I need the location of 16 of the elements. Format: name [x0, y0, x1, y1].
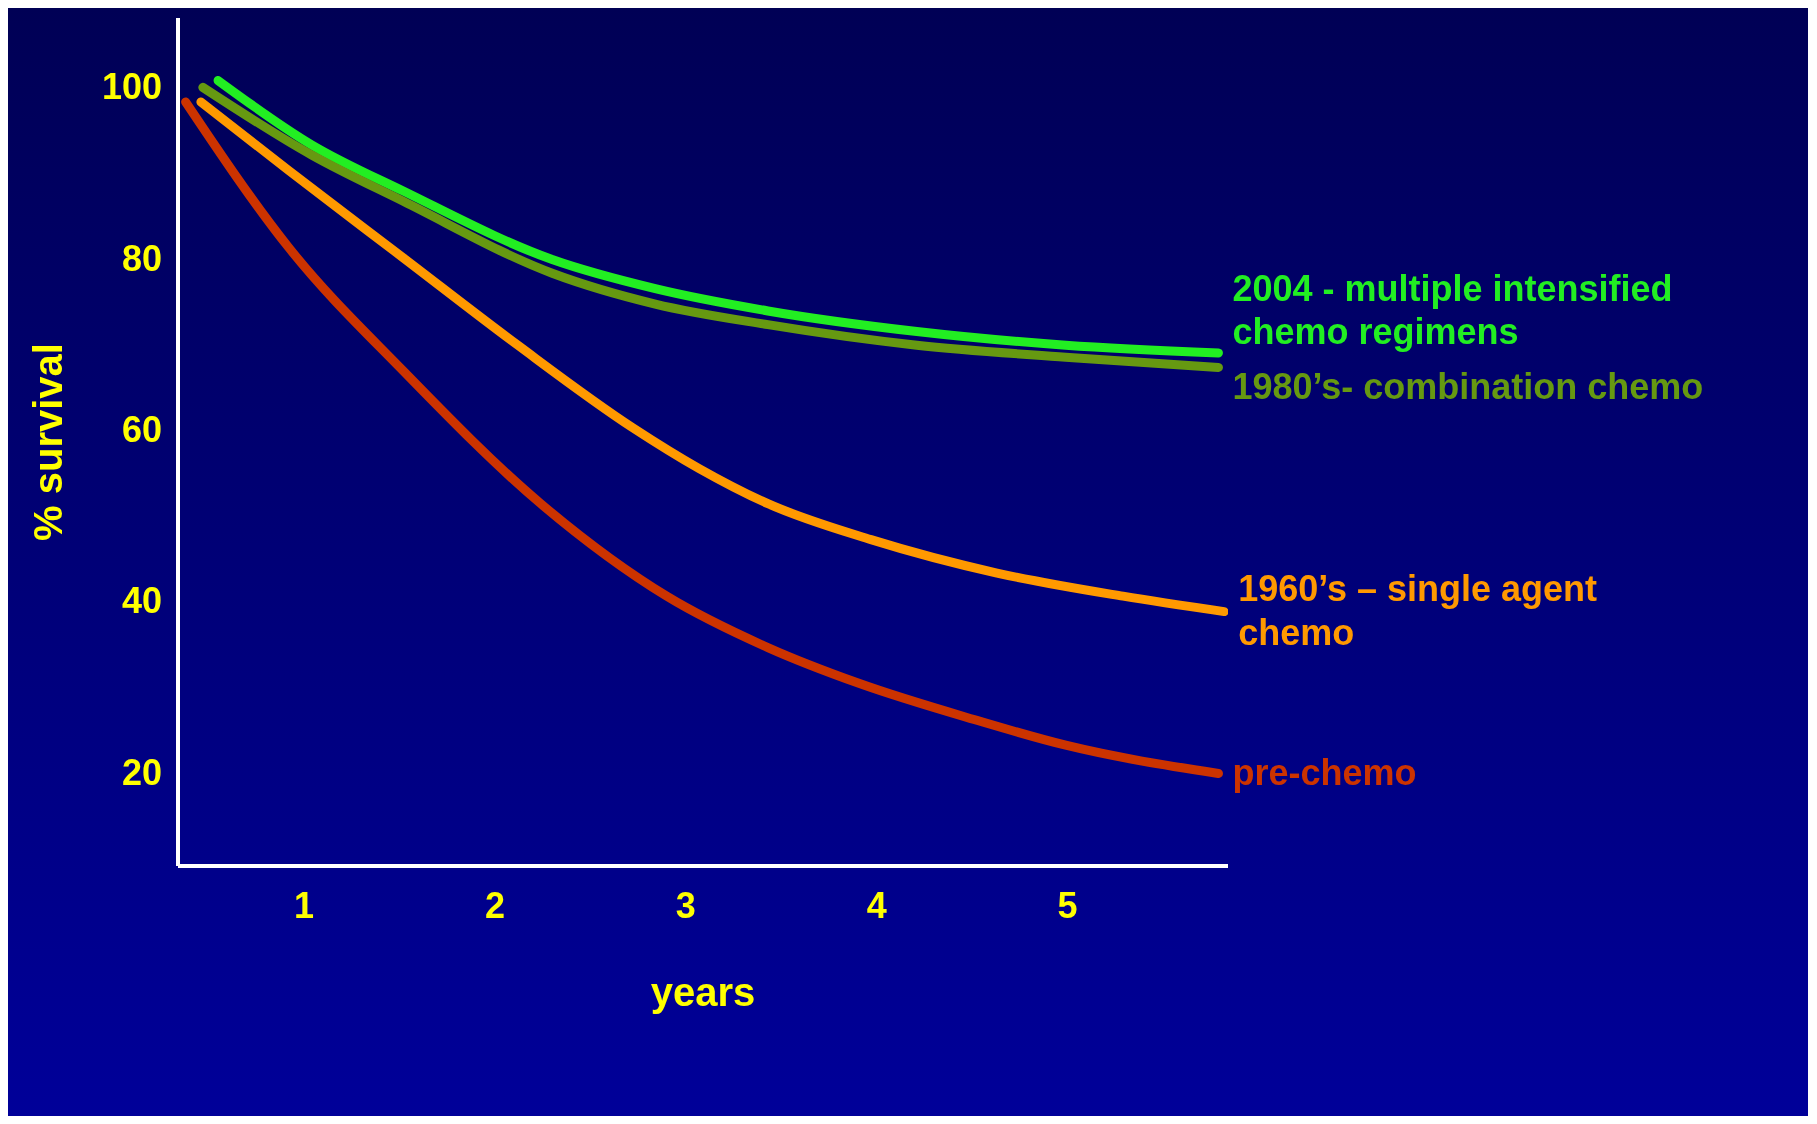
x-axis-title: years [650, 970, 756, 1014]
x-tick-label: 3 [675, 884, 696, 926]
y-tick-label: 60 [121, 408, 162, 450]
x-tick-label: 2 [484, 884, 505, 926]
x-tick-label: 5 [1057, 884, 1078, 926]
y-tick-label: 100 [101, 66, 162, 108]
y-tick-label: 80 [121, 237, 162, 279]
series-label: 1980’s- combination chemo [1232, 365, 1705, 410]
x-tick-label: 4 [866, 884, 887, 926]
y-tick-label: 40 [121, 580, 162, 622]
y-tick-label: 20 [121, 751, 162, 793]
series-label: 1960’s – single agent chemo [1238, 567, 1598, 655]
series-label: pre-chemo [1232, 750, 1418, 795]
x-tick-label: 1 [293, 884, 315, 926]
y-axis-title: % survival [26, 343, 71, 541]
series-label: 2004 - multiple intensified chemo regimens [1232, 266, 1674, 354]
